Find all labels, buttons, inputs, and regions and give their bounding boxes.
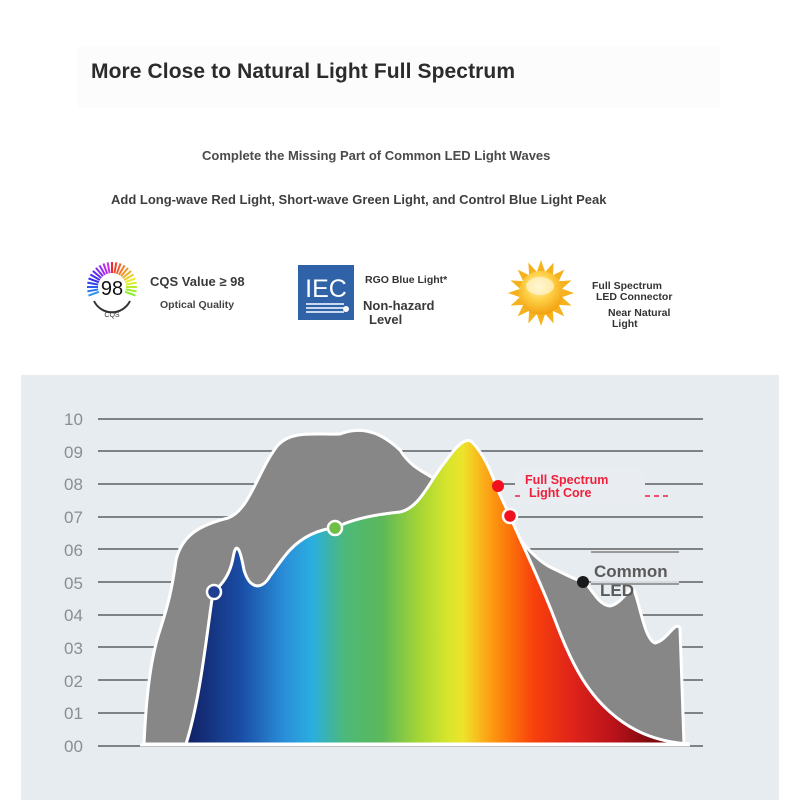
- ytick-06: 06: [64, 541, 83, 560]
- y-axis-labels: 10 09 08 07 06 05 04 03 02 01 00: [64, 410, 83, 756]
- green-marker: [326, 519, 344, 537]
- ytick-10: 10: [64, 410, 83, 429]
- full-spectrum-area: [183, 439, 691, 746]
- led-connector-label: LED Connector: [596, 291, 673, 303]
- annotation-common-line2: LED: [600, 581, 634, 600]
- page-title: More Close to Natural Light Full Spectru…: [91, 60, 516, 83]
- optical-quality-label: Optical Quality: [160, 299, 235, 311]
- ytick-05: 05: [64, 574, 83, 593]
- full-spectrum-core-marker: [492, 480, 504, 492]
- blue-marker: [205, 583, 223, 601]
- ytick-01: 01: [64, 704, 83, 723]
- level-label: Level: [369, 312, 403, 327]
- ytick-07: 07: [64, 508, 83, 527]
- iec-logo-text: IEC: [305, 275, 347, 303]
- ytick-09: 09: [64, 443, 83, 462]
- light-label: Light: [612, 318, 638, 330]
- ytick-00: 00: [64, 737, 83, 756]
- common-led-annotation: Common LED: [591, 551, 679, 600]
- annotation-full-spectrum-line2: Light Core: [529, 486, 592, 500]
- cqs-badge-number: 98: [101, 278, 123, 300]
- sun-icon: [508, 260, 574, 326]
- annotation-common-line1: Common: [594, 562, 668, 581]
- common-led-marker: [577, 576, 589, 588]
- cqs-value-label: CQS Value ≥ 98: [150, 274, 245, 289]
- subtitle-missing-part: Complete the Missing Part of Common LED …: [202, 148, 551, 163]
- title-band: [78, 46, 720, 108]
- iec-logo-icon: IEC: [298, 265, 354, 320]
- ytick-02: 02: [64, 672, 83, 691]
- red-marker: [501, 507, 519, 525]
- full-spectrum-annotation: Full Spectrum Light Core: [515, 468, 670, 504]
- subtitle-add-light: Add Long-wave Red Light, Short-wave Gree…: [111, 192, 607, 207]
- cqs-98-badge-icon: 98 CQS: [87, 262, 137, 319]
- ytick-04: 04: [64, 606, 83, 625]
- near-natural-label: Near Natural: [608, 307, 671, 319]
- ytick-03: 03: [64, 639, 83, 658]
- rgo-blue-light-label: RGO Blue Light*: [365, 274, 448, 286]
- annotation-full-spectrum-line1: Full Spectrum: [525, 473, 608, 487]
- cqs-badge-caption: CQS: [104, 312, 120, 319]
- full-spectrum-label: Full Spectrum: [592, 280, 663, 292]
- ytick-08: 08: [64, 475, 83, 494]
- non-hazard-label: Non-hazard: [363, 298, 435, 313]
